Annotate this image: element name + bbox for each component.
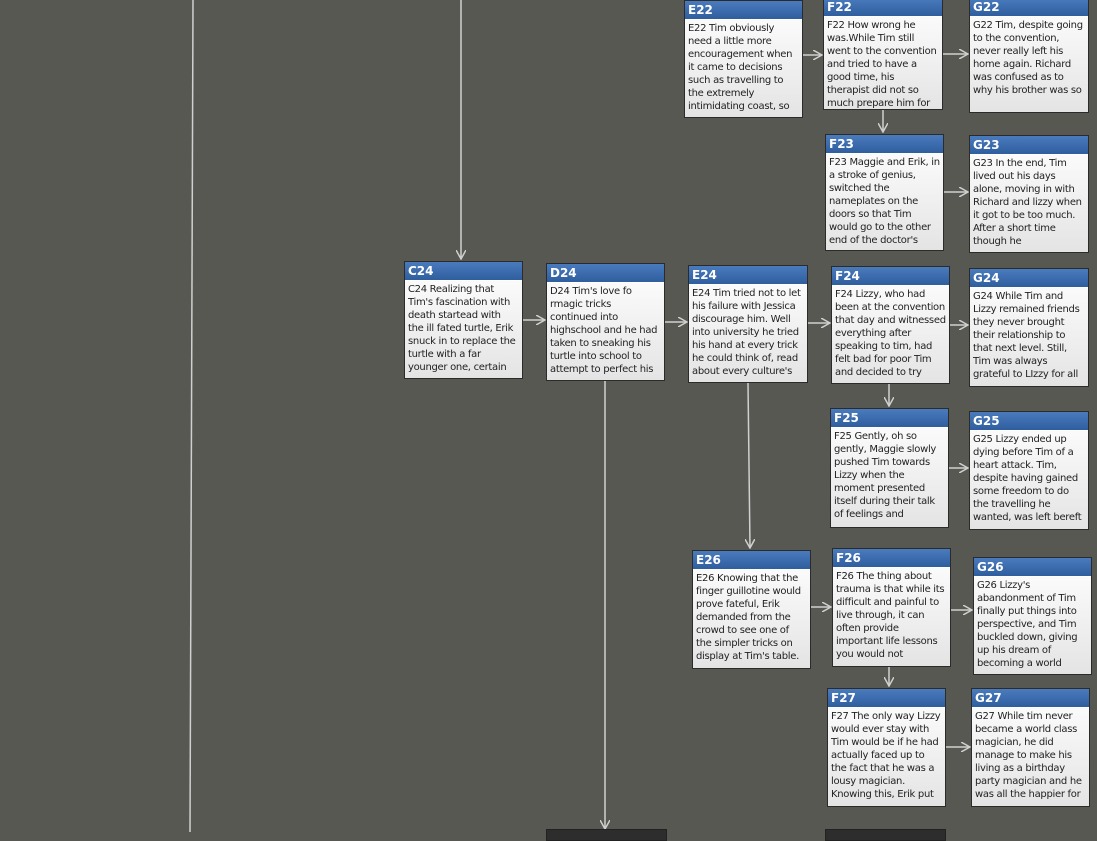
node-text: G25 Lizzy ended up dying before Tim of a… (973, 434, 1082, 523)
node-text: F25 Gently, oh so gently, Maggie slowly … (834, 431, 937, 520)
node-text: F26 The thing about trauma is that while… (836, 571, 945, 660)
node-id: G23 (970, 136, 1088, 155)
node-text: G27 While tim never became a world class… (975, 711, 1082, 800)
node-text: G26 Lizzy's abandonment of Tim finally p… (977, 580, 1078, 669)
story-node[interactable]: E26 E26 Knowing that the finger guillotin… (692, 550, 811, 669)
node-text: F23 Maggie and Erik, in a stroke of geni… (829, 157, 940, 246)
story-node[interactable]: E24 E24 Tim tried not to let his failure … (688, 265, 808, 383)
story-node[interactable]: G26 G26 Lizzy's abandonment of Tim finall… (973, 557, 1092, 675)
node-id: E22 (685, 1, 802, 20)
node-id: C24 (405, 262, 522, 281)
node-id: F23 (826, 135, 943, 154)
node-text: D24 Tim's love fo rmagic tricks continue… (550, 286, 658, 375)
story-node[interactable]: F23 F23 Maggie and Erik, in a stroke of g… (825, 134, 944, 251)
node-id: G26 (974, 558, 1091, 577)
node-text: F22 How wrong he was.While Tim still wen… (827, 20, 937, 109)
story-node[interactable]: G25 G25 Lizzy ended up dying before Tim o… (969, 411, 1089, 530)
node-id: F24 (832, 267, 949, 286)
node-id: F25 (831, 409, 948, 428)
node-text: G23 In the end, Tim lived out his days a… (973, 158, 1082, 247)
node-id: F27 (828, 689, 945, 708)
line (189, 0, 194, 832)
story-node[interactable]: F26 F26 The thing about trauma is that wh… (832, 548, 951, 667)
node-id: G24 (970, 269, 1088, 288)
story-node[interactable]: G24 G24 While Tim and Lizzy remained frie… (969, 268, 1089, 387)
story-node[interactable]: G27 G27 While tim never became a world cl… (971, 688, 1090, 807)
node-text: E24 Tim tried not to let his failure wit… (692, 288, 801, 377)
node-id: F22 (824, 0, 942, 17)
node-text: E22 Tim obviously need a little more enc… (688, 23, 793, 112)
node-text: F27 The only way Lizzy would ever stay w… (831, 711, 941, 800)
node-id: F26 (833, 549, 950, 568)
story-node[interactable]: F22 F22 How wrong he was.While Tim still … (823, 0, 943, 110)
story-node[interactable]: F27 F27 The only way Lizzy would ever sta… (827, 688, 946, 807)
node-text: E26 Knowing that the finger guillotine w… (696, 573, 801, 662)
node-id: G25 (970, 412, 1088, 431)
story-node[interactable]: F24 F24 Lizzy, who had been at the conven… (831, 266, 950, 384)
story-node[interactable]: G22 G22 Tim, despite going to the convent… (969, 0, 1089, 113)
node-id: G22 (970, 0, 1088, 17)
node-id: D24 (547, 264, 664, 283)
node-text: G22 Tim, despite going to the convention… (973, 20, 1083, 96)
node-id: G27 (972, 689, 1089, 708)
node-id: E26 (693, 551, 810, 570)
story-node[interactable]: G23 G23 In the end, Tim lived out his day… (969, 135, 1089, 253)
story-node[interactable]: F25 F25 Gently, oh so gently, Maggie slow… (830, 408, 949, 528)
node-stub (825, 829, 946, 841)
node-text: C24 Realizing that Tim's fascination wit… (408, 284, 516, 373)
arrow (748, 382, 750, 548)
story-node[interactable]: C24 C24 Realizing that Tim's fascination … (404, 261, 523, 379)
node-id: E24 (689, 266, 807, 285)
story-node[interactable]: D24 D24 Tim's love fo rmagic tricks conti… (546, 263, 665, 381)
node-text: F24 Lizzy, who had been at the conventio… (835, 289, 946, 378)
story-node[interactable]: E22 E22 Tim obviously need a little more … (684, 0, 803, 118)
node-stub (546, 829, 667, 841)
node-text: G24 While Tim and Lizzy remained friends… (973, 291, 1080, 380)
